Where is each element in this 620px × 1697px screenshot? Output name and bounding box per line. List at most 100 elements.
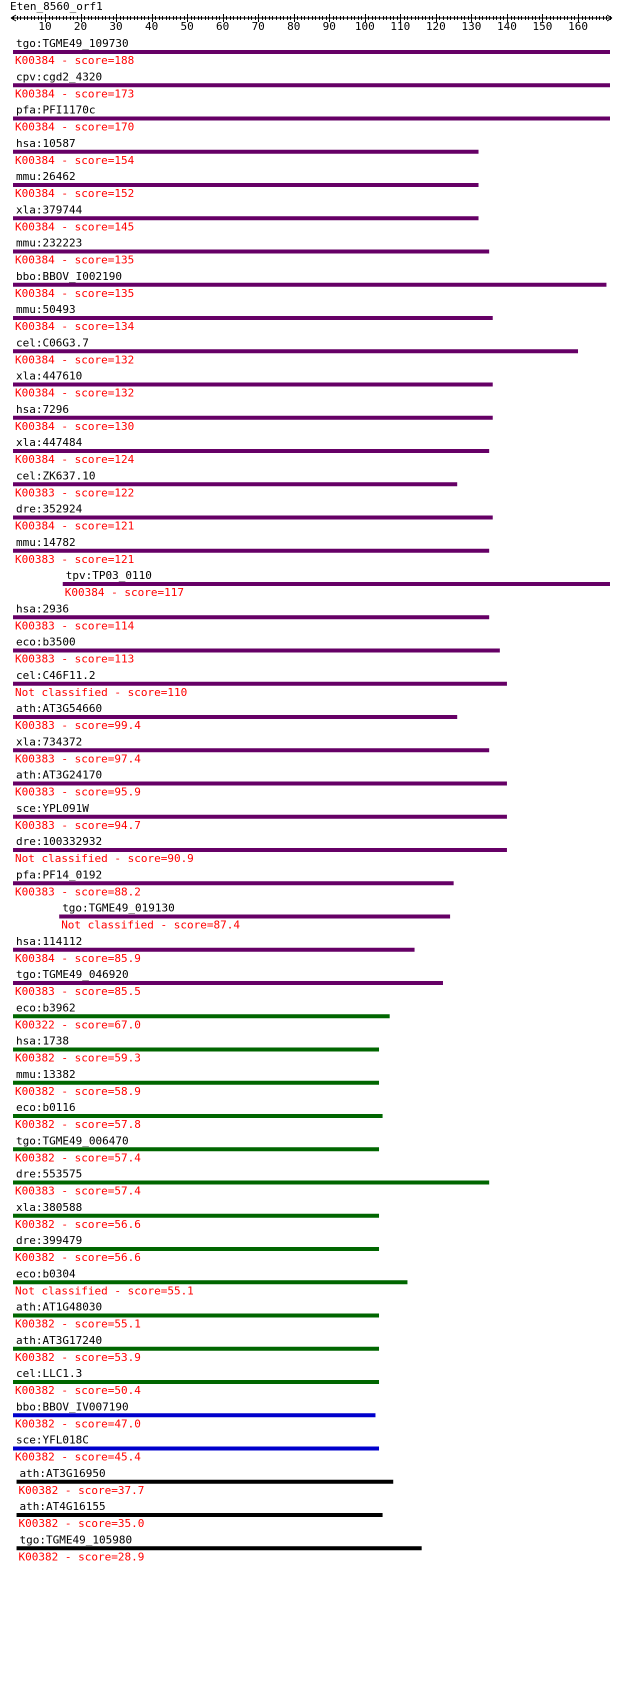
hit-bar [13, 848, 507, 852]
hit-score-label: K00383 - score=113 [15, 653, 134, 666]
hit-score-label: K00382 - score=47.0 [15, 1417, 141, 1430]
hit-row: mmu:232223 K00384 - score=135 [13, 237, 490, 267]
hit-row: hsa:7296 K00384 - score=130 [13, 403, 493, 433]
hit-name: mmu:26462 [16, 170, 76, 183]
query-title: Eten_8560_orf1 [10, 0, 103, 13]
hit-row: pfa:PF14_0192 K00383 - score=88.2 [13, 868, 454, 898]
hit-bar [13, 748, 490, 753]
hit-score-label: K00382 - score=57.4 [15, 1151, 141, 1164]
tick-label: 30 [109, 20, 122, 33]
hit-name: ath:AT4G16155 [20, 1500, 106, 1513]
hit-bar [13, 449, 490, 453]
hit-name: pfa:PFI1170c [16, 104, 95, 117]
hit-score-label: K00384 - score=152 [15, 187, 134, 200]
hit-row: pfa:PFI1170c K00384 - score=170 [13, 104, 610, 134]
hit-bar [13, 715, 458, 719]
hit-bar [62, 582, 610, 586]
hit-name: mmu:50493 [16, 303, 76, 316]
hit-bar [13, 1313, 380, 1318]
hit-row: dre:352924 K00384 - score=121 [13, 503, 493, 533]
hit-bar [13, 1014, 390, 1019]
hit-bar [13, 515, 493, 520]
hit-name: cel:LLC1.3 [16, 1367, 82, 1380]
hit-bar [13, 1413, 376, 1418]
tick-label: 90 [323, 20, 336, 33]
hit-bar [13, 216, 479, 221]
hit-bar [16, 1546, 422, 1551]
tick-label: 150 [533, 20, 553, 33]
hit-bar [13, 781, 507, 786]
tick-label: 80 [287, 20, 300, 33]
hit-bar [13, 947, 415, 952]
hit-bar [13, 1346, 380, 1351]
hit-score-label: K00382 - score=57.8 [15, 1118, 141, 1131]
hit-name: dre:399479 [16, 1234, 82, 1247]
hit-row: xla:447484 K00384 - score=124 [13, 436, 490, 466]
hit-score-label: K00383 - score=94.7 [15, 819, 141, 832]
hit-score-label: K00382 - score=45.4 [15, 1451, 141, 1464]
hit-bar [13, 183, 479, 187]
hit-row: mmu:14782 K00383 - score=121 [13, 536, 490, 566]
hit-name: eco:b3500 [16, 636, 76, 649]
hit-score-label: K00382 - score=28.9 [19, 1550, 145, 1563]
hit-name: pfa:PF14_0192 [16, 868, 102, 881]
hit-bar [13, 1446, 380, 1451]
tick-label: 70 [252, 20, 265, 33]
hit-name: hsa:1738 [16, 1035, 69, 1048]
hit-name: mmu:14782 [16, 536, 76, 549]
hit-score-label: Not classified - score=90.9 [15, 852, 194, 865]
hit-bar [13, 814, 507, 819]
hit-name: ath:AT3G54660 [16, 702, 102, 715]
hit-bar [13, 1213, 380, 1218]
hit-score-label: K00384 - score=132 [15, 387, 134, 400]
hit-row: xla:447610 K00384 - score=132 [13, 370, 493, 400]
hit-row: cpv:cgd2_4320 K00384 - score=173 [13, 70, 610, 100]
tick-label: 140 [497, 20, 517, 33]
tick-label: 160 [568, 20, 588, 33]
tick-label: 50 [181, 20, 194, 33]
hit-score-label: K00383 - score=99.4 [15, 719, 141, 732]
hit-bar [13, 1280, 408, 1285]
hit-score-label: K00384 - score=170 [15, 121, 134, 134]
hit-name: eco:b3962 [16, 1001, 76, 1014]
hit-score-label: K00382 - score=50.4 [15, 1384, 141, 1397]
hit-name: hsa:114112 [16, 935, 82, 948]
hit-row: mmu:13382 K00382 - score=58.9 [13, 1068, 380, 1098]
hit-bar [59, 914, 451, 919]
hit-row: sce:YPL091W K00383 - score=94.7 [13, 802, 507, 832]
hit-score-label: Not classified - score=55.1 [15, 1284, 194, 1297]
hit-score-label: Not classified - score=87.4 [61, 919, 240, 932]
hit-bar [13, 1114, 383, 1118]
hit-name: xla:734372 [16, 735, 82, 748]
hit-list: tgo:TGME49_109730 K00384 - score=188 cpv:c… [13, 37, 610, 1563]
hit-score-label: K00384 - score=188 [15, 54, 134, 67]
hit-score-label: K00384 - score=85.9 [15, 952, 141, 965]
tick-label: 100 [355, 20, 375, 33]
hit-bar [13, 615, 490, 620]
hit-bar [16, 1479, 394, 1484]
hit-row: bbo:BBOV_IV007190 K00382 - score=47.0 [13, 1400, 376, 1430]
hit-row: hsa:2936 K00383 - score=114 [13, 602, 490, 632]
hit-row: eco:b3962 K00322 - score=67.0 [13, 1001, 390, 1031]
ruler-right-arrow [606, 14, 613, 22]
hit-row: cel:ZK637.10 K00383 - score=122 [13, 469, 458, 499]
hit-row: tgo:TGME49_105980 K00382 - score=28.9 [16, 1533, 422, 1563]
hit-row: cel:C06G3.7 K00384 - score=132 [13, 336, 579, 366]
hit-row: ath:AT3G16950 K00382 - score=37.7 [16, 1467, 394, 1497]
hit-bar [13, 1080, 380, 1085]
hit-name: cpv:cgd2_4320 [16, 70, 102, 83]
hit-score-label: K00383 - score=88.2 [15, 885, 141, 898]
hit-row: xla:734372 K00383 - score=97.4 [13, 735, 490, 765]
hit-name: eco:b0116 [16, 1101, 76, 1114]
hit-score-label: K00383 - score=121 [15, 553, 134, 566]
hit-bar [13, 415, 493, 420]
hit-name: bbo:BBOV_I002190 [16, 270, 122, 283]
hit-name: cel:C06G3.7 [16, 336, 89, 349]
hit-score-label: K00383 - score=57.4 [15, 1185, 141, 1198]
hit-bar [13, 149, 479, 154]
hit-bar [13, 116, 610, 121]
hit-bar [13, 50, 610, 54]
hit-bar [13, 316, 493, 320]
hit-name: mmu:232223 [16, 237, 82, 250]
